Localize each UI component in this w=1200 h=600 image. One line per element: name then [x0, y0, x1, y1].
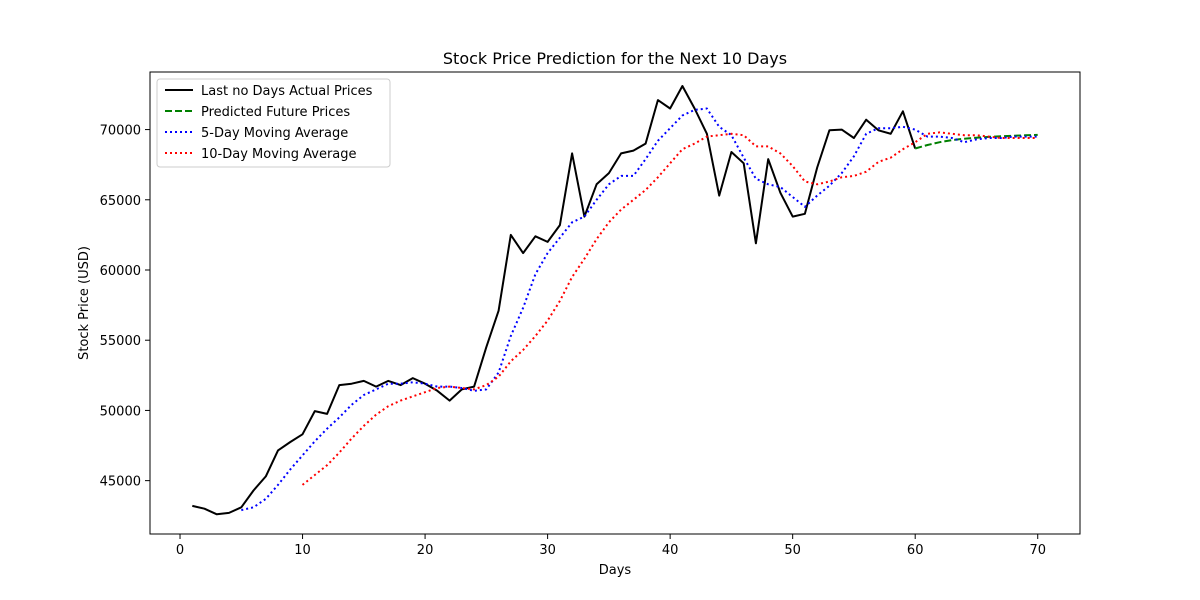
series-line-3 — [301, 131, 1038, 486]
y-axis-label: Stock Price (USD) — [77, 246, 92, 360]
x-axis-ticks: 0 10 20 30 40 50 60 70 — [176, 534, 1046, 558]
y-tick-label: 55000 — [100, 334, 141, 349]
chart-title: Stock Price Prediction for the Next 10 D… — [443, 49, 787, 68]
legend-label-ma5: 5-Day Moving Average — [201, 126, 348, 141]
x-tick-label: 70 — [1029, 543, 1046, 558]
series-line-1 — [914, 133, 1038, 150]
x-axis-label: Days — [599, 563, 632, 578]
y-axis-ticks: 45000 50000 55000 60000 65000 70000 — [100, 124, 150, 490]
x-tick-label: 0 — [176, 543, 184, 558]
x-tick-label: 50 — [784, 543, 801, 558]
y-tick-label: 60000 — [100, 264, 141, 279]
x-tick-label: 30 — [539, 543, 556, 558]
y-tick-label: 50000 — [100, 404, 141, 419]
legend-box — [156, 78, 391, 168]
y-tick-label: 70000 — [100, 124, 141, 139]
legend: Last no Days Actual Prices Predicted Fut… — [156, 78, 391, 168]
x-tick-label: 10 — [294, 543, 311, 558]
y-tick-label: 65000 — [100, 194, 141, 209]
x-tick-label: 40 — [662, 543, 679, 558]
x-tick-label: 20 — [417, 543, 434, 558]
series-line-0 — [192, 85, 917, 516]
legend-label-ma10: 10-Day Moving Average — [201, 147, 357, 162]
series-line-2 — [241, 107, 1038, 512]
x-tick-label: 60 — [907, 543, 924, 558]
y-tick-label: 45000 — [100, 475, 141, 490]
series-group — [192, 85, 1038, 516]
legend-label-actual: Last no Days Actual Prices — [201, 84, 373, 99]
legend-label-predicted: Predicted Future Prices — [201, 105, 350, 120]
